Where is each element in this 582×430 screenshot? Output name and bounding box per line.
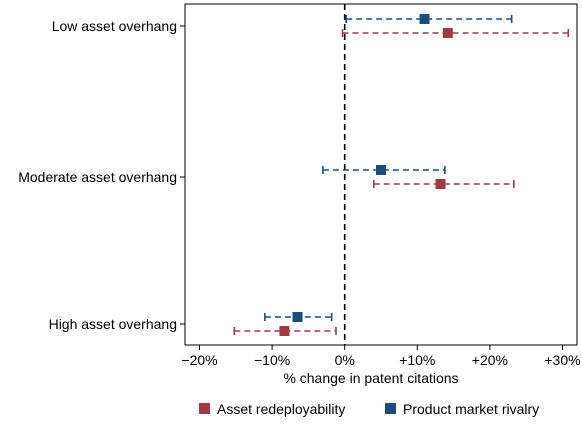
asset-redeployability-point-estimate <box>279 326 290 336</box>
legend-swatch-asset-redeployability <box>199 403 210 414</box>
x-tick-label: −10% <box>254 352 290 368</box>
product-market-rivalry-point-estimate <box>419 14 430 24</box>
legend-label-product-market-rivalry: Product market rivalry <box>403 401 539 417</box>
x-tick-label: −20% <box>181 352 217 368</box>
x-tick-label: +30% <box>544 352 580 368</box>
x-axis-title: % change in patent citations <box>283 370 458 386</box>
legend-swatch-product-market-rivalry <box>385 403 396 414</box>
x-tick-label: 0% <box>335 352 355 368</box>
x-tick-label: +20% <box>472 352 508 368</box>
plot-frame <box>184 3 578 346</box>
marks-layer <box>233 14 570 336</box>
y-category-label: High asset overhang <box>49 316 177 332</box>
legend: Asset redeployability Product market riva… <box>199 401 539 417</box>
y-category-label: Low asset overhang <box>52 18 177 34</box>
product-market-rivalry-point-estimate <box>292 312 303 322</box>
asset-redeployability-point-estimate <box>435 179 446 189</box>
axes-layer: −20% −10% 0% +10% +20% +30% % change in patent… <box>18 3 581 386</box>
x-tick-label: +10% <box>399 352 435 368</box>
product-market-rivalry-point-estimate <box>376 165 386 175</box>
y-category-label: Moderate asset overhang <box>18 169 177 185</box>
legend-label-asset-redeployability: Asset redeployability <box>217 401 345 417</box>
asset-redeployability-point-estimate <box>442 28 453 38</box>
